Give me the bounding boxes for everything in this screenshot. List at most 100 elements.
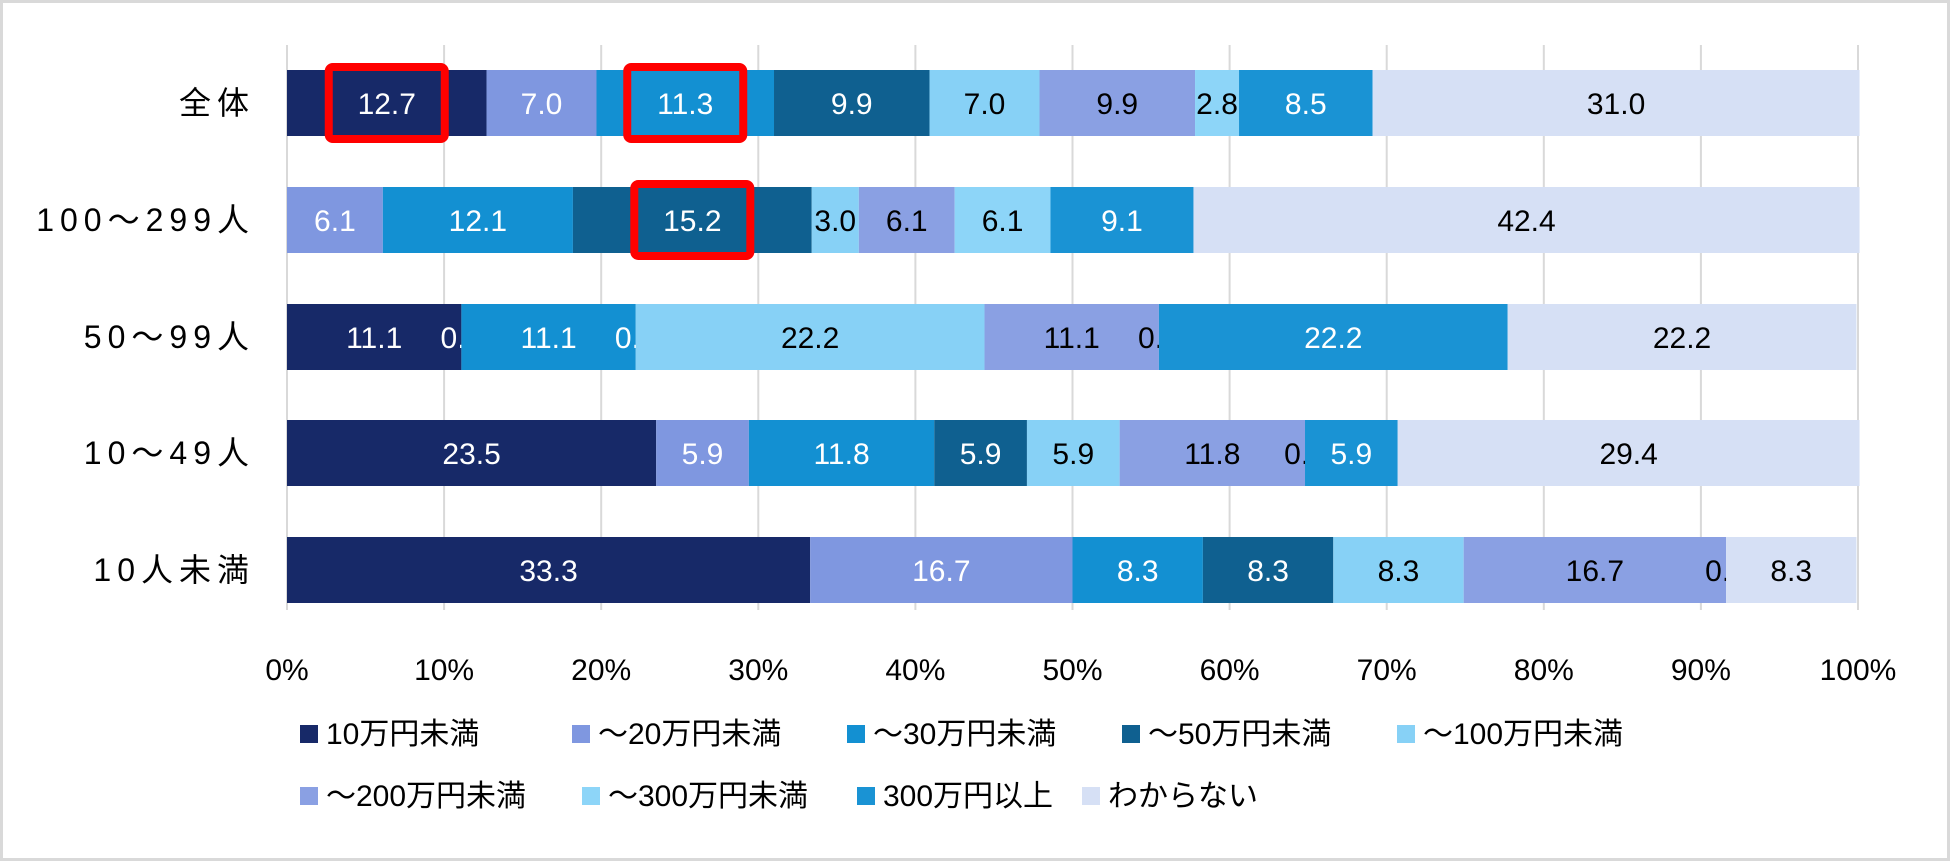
legend-label: ～20万円未満 [598, 718, 781, 751]
x-tick-label: 70% [1357, 654, 1417, 687]
x-tick-label: 100% [1820, 654, 1897, 687]
bar-segment [287, 304, 462, 370]
data-label: 23.5 [442, 438, 500, 471]
legend-swatch [1397, 725, 1415, 743]
bar-segment [1050, 187, 1194, 253]
highlight-box [324, 63, 449, 143]
bar-segment [1072, 537, 1203, 603]
data-label: 16.7 [1566, 555, 1624, 588]
data-label: 9.9 [1096, 88, 1138, 121]
data-label: 8.3 [1378, 555, 1420, 588]
x-tick-labels: 0% 10% 20% 30% 40% 50% 60% 70% 80% 90% 100% [265, 654, 1896, 687]
legend-swatch [847, 725, 865, 743]
data-label: 8.5 [1285, 88, 1327, 121]
data-label: 42.4 [1497, 205, 1555, 238]
bar-segment [486, 70, 597, 136]
bar-segment [1239, 70, 1373, 136]
bar-segment [287, 70, 487, 136]
bar-segment [287, 420, 657, 486]
data-label: 12.7 [358, 88, 416, 121]
data-label: 11.1 [520, 322, 576, 355]
data-label: 29.4 [1599, 438, 1657, 471]
data-label: 3.0 [814, 205, 856, 238]
bar-segment [461, 304, 636, 370]
bar-segment [748, 420, 935, 486]
bar-segment [1507, 304, 1857, 370]
bar-segment [382, 187, 573, 253]
legend-swatch [572, 725, 590, 743]
bar-segment [774, 70, 930, 136]
bar-segment [1193, 187, 1860, 253]
data-label: 7.0 [521, 88, 563, 121]
x-tick-label: 40% [885, 654, 945, 687]
data-label: 5.9 [960, 438, 1002, 471]
data-label: 11.1 [346, 322, 402, 355]
data-label: 6.1 [314, 205, 356, 238]
x-tick-label: 0% [265, 654, 308, 687]
data-label: 22.2 [781, 322, 839, 355]
data-label: 8.3 [1770, 555, 1812, 588]
legend-label: わからない [1108, 780, 1258, 813]
data-label: 6.1 [886, 205, 928, 238]
data-label: 11.8 [1184, 438, 1240, 471]
legend: 10万円未満 ～20万円未満 ～30万円未満 ～50万円未満 ～100万円未満 ～200万… [300, 718, 1623, 813]
x-tick-label: 90% [1671, 654, 1731, 687]
bar-segment [656, 420, 749, 486]
legend-swatch [857, 787, 875, 805]
bar-segment [1195, 70, 1240, 136]
bar-segment [635, 304, 985, 370]
data-label: 33.3 [519, 555, 577, 588]
legend-swatch [1082, 787, 1100, 805]
data-label: 5.9 [682, 438, 724, 471]
data-label: 11.8 [813, 438, 869, 471]
data-label: 11.1 [1044, 322, 1100, 355]
bar-segment [954, 187, 1051, 253]
bar-segment [1397, 420, 1860, 486]
bar-segment [1463, 537, 1727, 603]
data-label: 22.2 [1653, 322, 1711, 355]
legend-swatch [582, 787, 600, 805]
x-tick-label: 10% [414, 654, 474, 687]
data-label: 6.1 [982, 205, 1024, 238]
legend-swatch [1122, 725, 1140, 743]
x-tick-label: 50% [1042, 654, 1102, 687]
bar-segment [287, 537, 811, 603]
bar-segment [1305, 420, 1398, 486]
legend-label: 300万円以上 [883, 780, 1053, 813]
legend-label: ～50万円未満 [1148, 718, 1331, 751]
bar-segment [1158, 304, 1508, 370]
bar-segment [929, 70, 1040, 136]
legend-label: ～100万円未満 [1423, 718, 1623, 751]
bar-segment [572, 187, 812, 253]
bar-segment [1119, 420, 1306, 486]
x-tick-label: 20% [571, 654, 631, 687]
bar-segment [1026, 420, 1120, 486]
data-label: 9.1 [1101, 205, 1143, 238]
data-label: 31.0 [1587, 88, 1645, 121]
highlight-box [630, 180, 755, 260]
data-label: 16.7 [912, 555, 970, 588]
bar-segment [984, 304, 1159, 370]
bar-segment [1039, 70, 1196, 136]
x-tick-label: 80% [1514, 654, 1574, 687]
data-label: 11.3 [657, 88, 713, 121]
bar-segment [858, 187, 955, 253]
bar-segment [1726, 537, 1857, 603]
legend-swatch [300, 787, 318, 805]
bar-segment [1202, 537, 1334, 603]
data-label: 8.3 [1247, 555, 1289, 588]
data-label: 12.1 [449, 205, 507, 238]
legend-label: ～200万円未満 [326, 780, 526, 813]
category-labels: 全体 100～299人 50～99人 10～49人 10人未満 [36, 85, 255, 588]
bar-segment [811, 187, 859, 253]
legend-swatch [300, 725, 318, 743]
data-label: 9.9 [831, 88, 873, 121]
bar-segment [287, 187, 383, 253]
category-label: 50～99人 [84, 319, 255, 355]
legend-label: ～30万円未満 [873, 718, 1056, 751]
bar-segment [1333, 537, 1464, 603]
bar-segment [934, 420, 1027, 486]
x-tick-label: 60% [1200, 654, 1260, 687]
x-tick-label: 30% [728, 654, 788, 687]
